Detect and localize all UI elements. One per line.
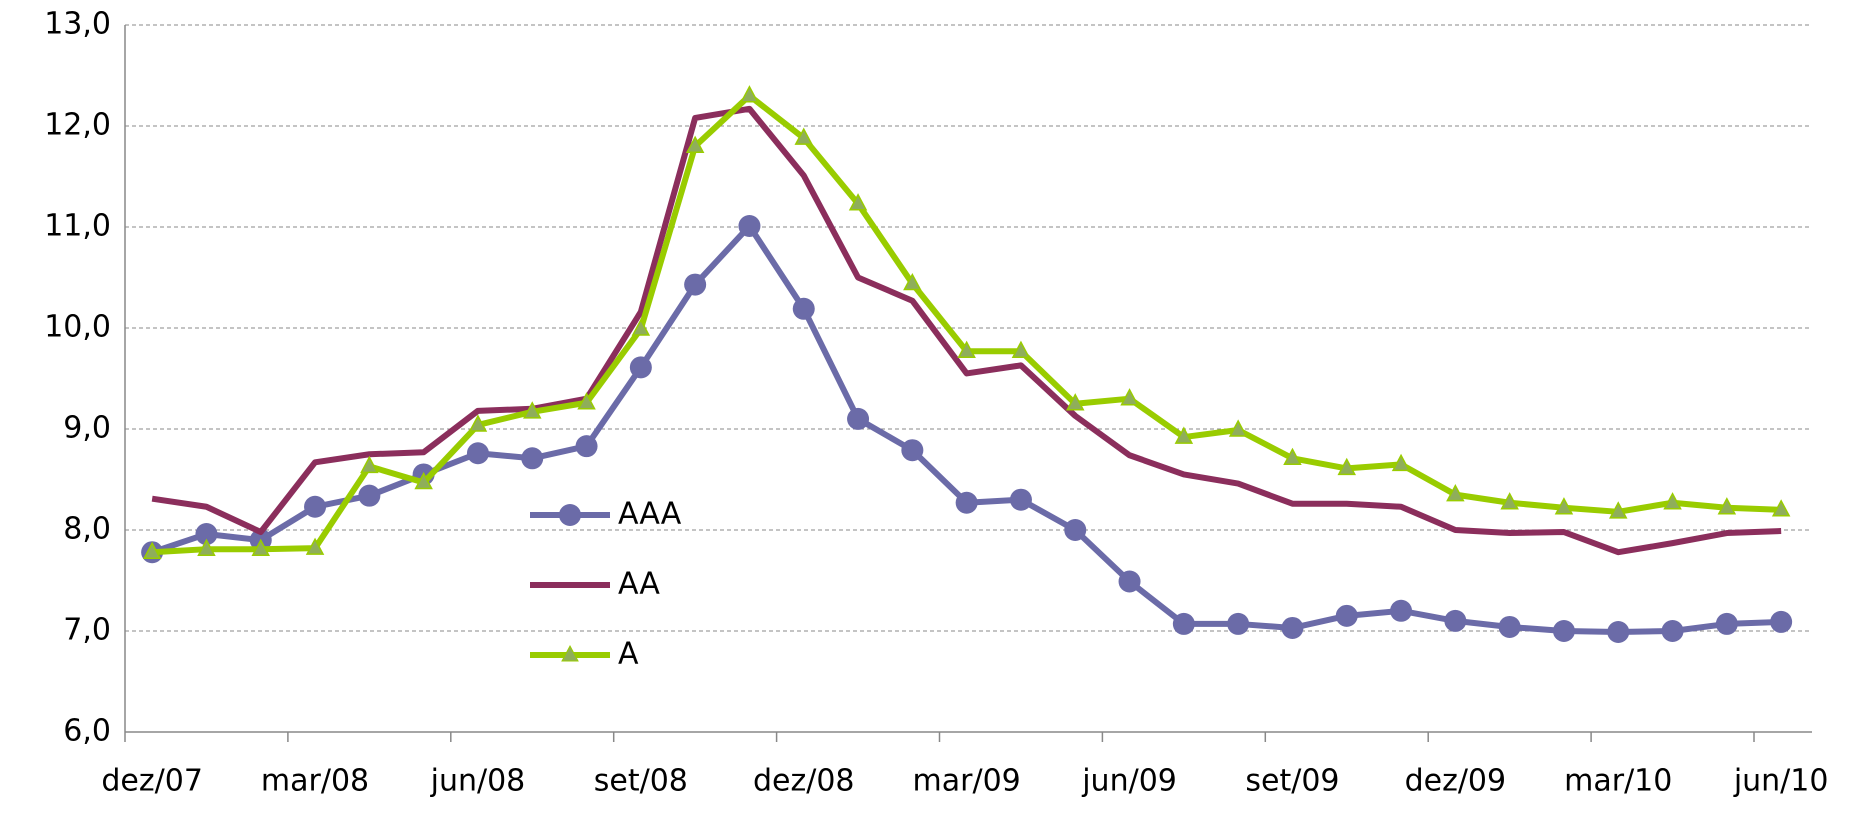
data-point bbox=[197, 538, 216, 556]
data-point bbox=[1118, 570, 1141, 593]
data-point bbox=[360, 455, 379, 474]
data-point bbox=[684, 273, 707, 296]
data-point bbox=[575, 435, 598, 458]
data-point bbox=[1283, 447, 1302, 466]
data-point bbox=[358, 484, 381, 507]
legend-label: A bbox=[618, 637, 639, 672]
data-point bbox=[794, 127, 813, 145]
legend-label: AA bbox=[618, 567, 660, 602]
y-tick-label: 12,0 bbox=[44, 108, 111, 143]
x-tick-label: jun/08 bbox=[430, 764, 526, 799]
x-tick-label: dez/09 bbox=[1405, 764, 1507, 799]
y-tick-label: 7,0 bbox=[63, 613, 111, 648]
data-point bbox=[1009, 488, 1032, 511]
data-point bbox=[1717, 497, 1737, 515]
y-tick-label: 9,0 bbox=[63, 411, 111, 446]
y-tick-label: 11,0 bbox=[44, 209, 111, 244]
data-point bbox=[1337, 457, 1356, 476]
data-point bbox=[1444, 609, 1467, 632]
data-point bbox=[1609, 501, 1628, 519]
x-tick-label: dez/07 bbox=[101, 764, 203, 799]
data-point bbox=[142, 541, 162, 559]
data-point bbox=[305, 537, 325, 555]
data-point bbox=[955, 491, 978, 514]
data-point bbox=[1554, 497, 1574, 515]
data-point bbox=[1390, 599, 1413, 622]
data-point bbox=[1771, 499, 1791, 517]
data-point bbox=[1391, 453, 1411, 472]
data-point bbox=[304, 495, 327, 518]
data-point bbox=[792, 297, 815, 320]
data-point bbox=[848, 193, 868, 211]
data-point bbox=[1011, 340, 1031, 358]
series-line bbox=[151, 105, 1782, 556]
data-point bbox=[903, 272, 922, 291]
data-point bbox=[738, 214, 761, 237]
x-tick-label: jun/09 bbox=[1081, 764, 1177, 799]
data-point bbox=[251, 538, 270, 556]
data-point bbox=[1227, 612, 1250, 635]
data-point bbox=[195, 523, 218, 546]
data-point bbox=[1500, 492, 1519, 510]
y-tick-label: 13,0 bbox=[44, 7, 111, 42]
data-point bbox=[466, 442, 489, 465]
data-point bbox=[847, 407, 870, 430]
data-point bbox=[414, 471, 433, 490]
data-point bbox=[685, 135, 705, 153]
data-point bbox=[1174, 426, 1194, 444]
data-point bbox=[1661, 620, 1684, 642]
data-point bbox=[1552, 620, 1575, 642]
y-tick-label: 10,0 bbox=[44, 310, 111, 345]
y-tick-label: 8,0 bbox=[63, 512, 111, 547]
data-point bbox=[1715, 612, 1738, 635]
x-tick-label: dez/08 bbox=[753, 764, 855, 799]
y-tick-label: 6,0 bbox=[63, 714, 111, 749]
x-tick-label: set/08 bbox=[594, 764, 688, 799]
data-point bbox=[1172, 612, 1195, 635]
data-point bbox=[740, 85, 759, 103]
legend-marker bbox=[559, 504, 581, 526]
data-point bbox=[521, 447, 544, 470]
data-point bbox=[1064, 519, 1087, 541]
data-point bbox=[631, 318, 651, 336]
data-point bbox=[1607, 621, 1630, 644]
data-point bbox=[1335, 604, 1358, 627]
data-point bbox=[1498, 615, 1521, 638]
data-point bbox=[1066, 393, 1085, 411]
data-point bbox=[1228, 419, 1248, 437]
data-point bbox=[577, 392, 596, 410]
data-point bbox=[523, 401, 542, 419]
data-point bbox=[1281, 616, 1304, 639]
data-point bbox=[1120, 388, 1139, 406]
legend-marker bbox=[561, 644, 579, 662]
data-point bbox=[468, 414, 488, 432]
data-point bbox=[901, 439, 924, 462]
data-point bbox=[1770, 610, 1793, 633]
data-point bbox=[629, 356, 652, 379]
data-point bbox=[957, 340, 976, 358]
data-point bbox=[1446, 484, 1465, 502]
x-tick-label: mar/08 bbox=[261, 764, 369, 799]
legend-label: AAA bbox=[618, 497, 682, 532]
x-tick-label: set/09 bbox=[1245, 764, 1339, 799]
x-tick-label: mar/09 bbox=[913, 764, 1021, 799]
x-tick-label: jun/10 bbox=[1733, 764, 1829, 799]
x-tick-label: mar/10 bbox=[1564, 764, 1672, 799]
data-point bbox=[1663, 492, 1682, 510]
